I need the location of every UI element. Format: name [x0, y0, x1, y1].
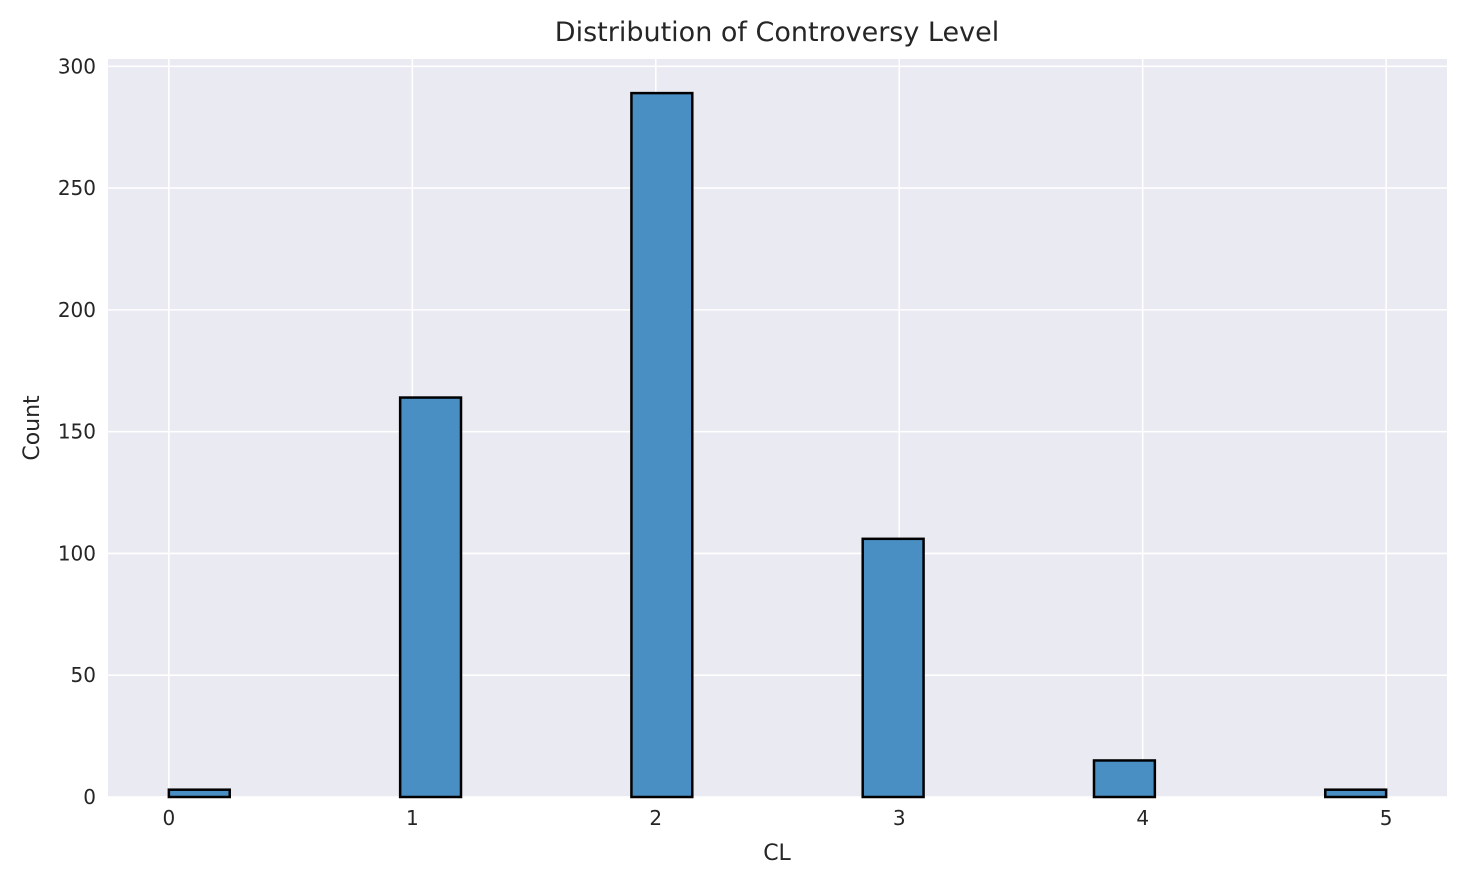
x-tick-label: 5 [1380, 806, 1393, 830]
x-tick-label: 1 [406, 806, 419, 830]
y-tick-label: 0 [83, 785, 96, 809]
y-tick-label: 300 [58, 54, 96, 78]
histogram-bar [398, 396, 463, 799]
x-tick-label: 3 [893, 806, 906, 830]
histogram-bar [861, 537, 925, 799]
histogram-bar [167, 788, 231, 799]
x-axis-label: CL [763, 841, 791, 866]
y-tick-label: 200 [58, 298, 96, 322]
y-tick-label: 100 [58, 541, 96, 565]
y-tick-label: 50 [71, 663, 96, 687]
histogram-bar [1092, 759, 1157, 799]
y-tick-labels: 0 50 100 150 200 250 300 [58, 54, 96, 809]
histogram-bar [1324, 788, 1388, 799]
y-tick-label: 250 [58, 176, 96, 200]
plot-area [108, 59, 1447, 797]
y-gridlines [108, 65, 1447, 798]
x-tick-label: 0 [162, 806, 175, 830]
x-tick-label: 2 [649, 806, 662, 830]
x-tick-labels: 0 1 2 3 4 5 [162, 806, 1392, 830]
y-tick-label: 150 [58, 420, 96, 444]
histogram-bars [167, 91, 1388, 799]
histogram-bar [630, 91, 694, 799]
x-tick-label: 4 [1136, 806, 1149, 830]
y-axis-label: Count [20, 395, 45, 461]
chart-title: Distribution of Controversy Level [555, 17, 999, 48]
